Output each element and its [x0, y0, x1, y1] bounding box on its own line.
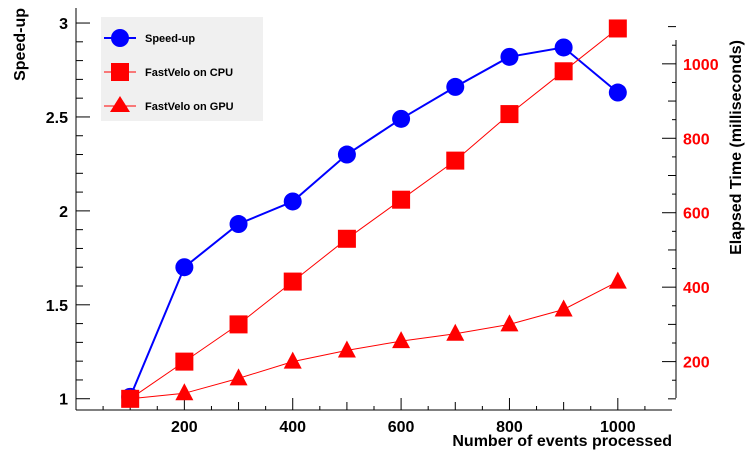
y-tick-label: 1: [59, 392, 68, 409]
x-tick-label: 600: [388, 419, 415, 436]
y2-tick-label: 400: [683, 280, 710, 297]
legend-marker-triangle: [110, 96, 130, 112]
legend-item-fastvelo-gpu: FastVelo on GPU: [104, 96, 234, 113]
legend-marker-square: [111, 63, 129, 81]
series-line-square: [129, 28, 619, 400]
x-tick-label: 400: [279, 419, 306, 436]
data-point-square: [608, 19, 627, 38]
data-point-square: [500, 105, 519, 124]
x-ticks: 200 400 600 800 1000: [102, 398, 646, 436]
y2-tick-label: 1000: [683, 57, 719, 74]
data-point-triangle: [121, 388, 140, 406]
data-point-triangle: [446, 323, 465, 341]
data-point-square: [554, 62, 573, 81]
legend-label-fastvelo-cpu: FastVelo on CPU: [145, 67, 233, 79]
data-point-square: [392, 190, 411, 209]
data-point-circle: [500, 47, 519, 66]
data-point-square: [229, 315, 248, 334]
y-tick-label: 1.5: [46, 298, 68, 315]
legend-item-fastvelo-cpu: FastVelo on CPU: [104, 63, 233, 81]
data-point-circle: [175, 258, 194, 277]
data-point-triangle: [337, 340, 356, 358]
y2-ticks: 200 400 600 800 1000: [662, 26, 719, 400]
data-point-square: [283, 272, 302, 291]
y2-axis-title: Elapsed Time (milliseconds): [728, 40, 745, 255]
series-layer: [121, 19, 627, 408]
series-line-triangle: [130, 281, 619, 400]
legend-label-fastvelo-gpu: FastVelo on GPU: [145, 101, 234, 113]
data-point-circle: [337, 145, 356, 164]
data-point-circle: [608, 83, 627, 102]
data-point-square: [446, 151, 465, 170]
data-point-square: [175, 352, 194, 371]
x-tick-label: 1000: [600, 419, 636, 436]
data-point-square: [337, 229, 356, 248]
data-point-triangle: [608, 271, 627, 289]
y-axis-title: Speed-up: [12, 8, 29, 81]
data-point-triangle: [392, 331, 411, 349]
legend-item-speed-up: Speed-up: [104, 29, 195, 47]
data-point-triangle: [229, 368, 248, 386]
y2-tick-label: 200: [683, 355, 710, 372]
data-point-triangle: [175, 383, 194, 401]
data-point-circle: [554, 38, 573, 57]
data-point-triangle: [283, 351, 302, 369]
y-ticks: 1 1.5 2 2.5 3: [46, 16, 90, 409]
y2-tick-label: 600: [683, 206, 710, 223]
series-line-circle: [129, 46, 619, 398]
y-tick-label: 3: [59, 16, 68, 33]
legend: Speed-up FastVelo on CPU FastVelo on GPU: [101, 17, 263, 121]
data-point-triangle: [554, 299, 573, 317]
data-point-triangle: [500, 314, 519, 332]
legend-label-speed-up: Speed-up: [145, 33, 195, 45]
data-point-circle: [392, 109, 411, 128]
data-point-circle: [446, 77, 465, 96]
x-tick-label: 800: [496, 419, 523, 436]
x-axis-title: Number of events processed: [452, 433, 672, 450]
data-point-circle: [229, 215, 248, 234]
y-tick-label: 2: [59, 204, 68, 221]
y2-tick-label: 800: [683, 131, 710, 148]
data-point-circle: [283, 192, 302, 211]
legend-marker-circle: [111, 29, 129, 47]
x-tick-label: 200: [171, 419, 198, 436]
y-tick-label: 2.5: [46, 110, 68, 127]
